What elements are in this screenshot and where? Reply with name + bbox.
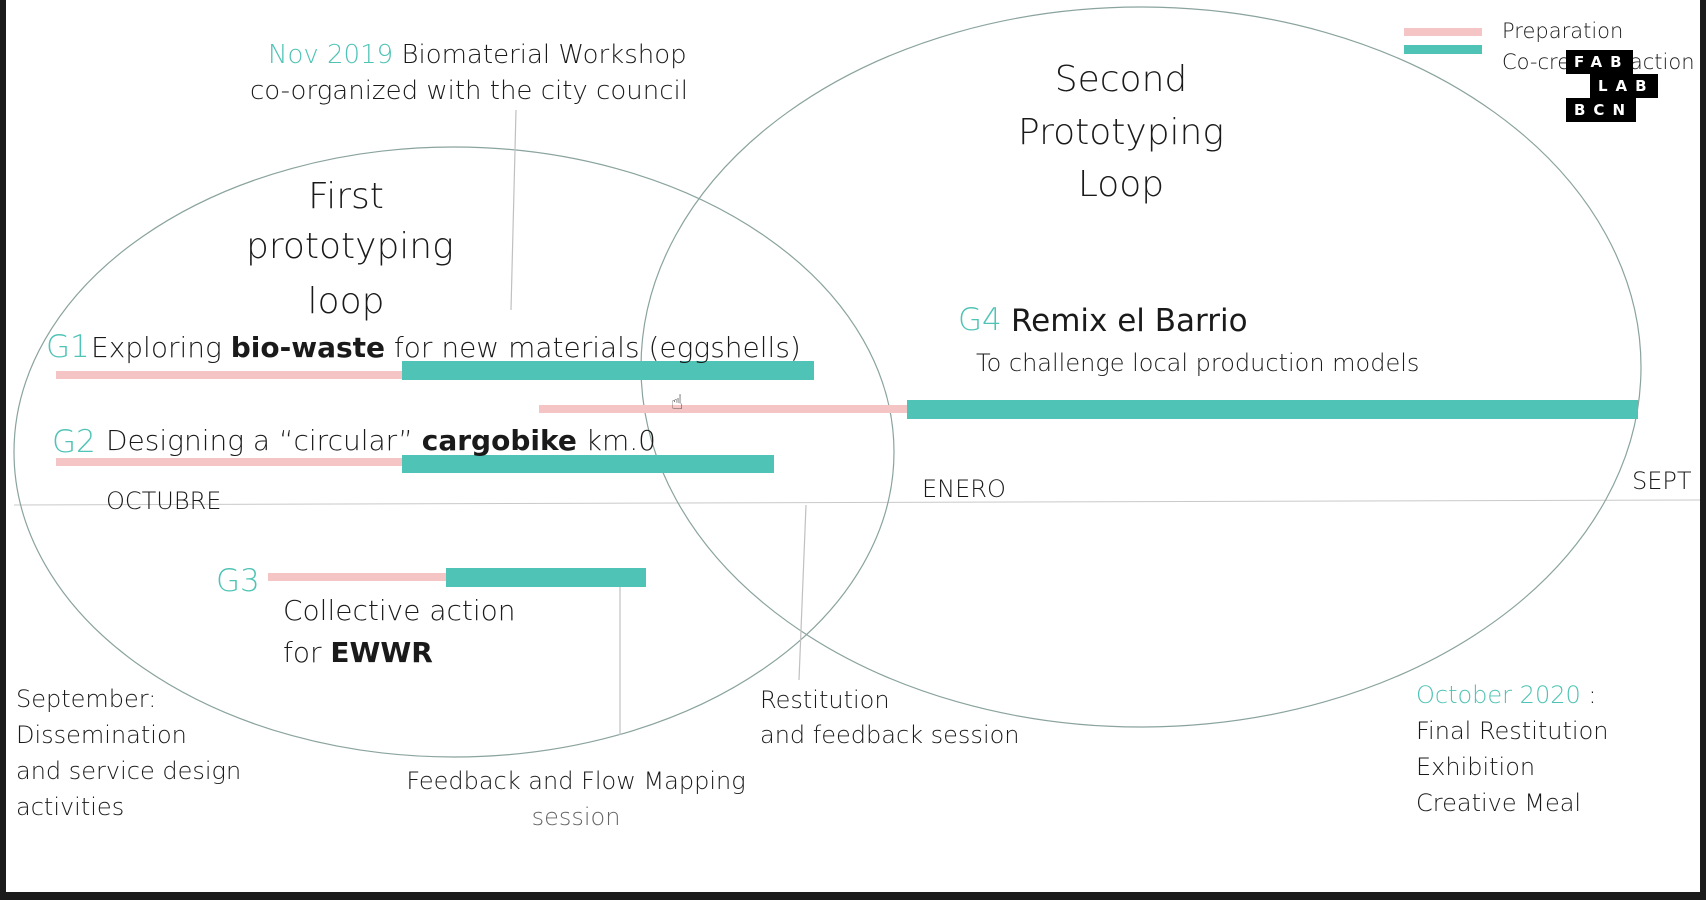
timeline-enero: ENERO [922,475,1006,503]
g2-label: G2 [52,424,96,460]
g1-description: Exploring bio-waste for new materials (e… [91,331,801,365]
first-loop-title-3: loop [307,281,385,322]
g1-cocreation-bar [402,361,814,380]
g1-preparation-bar [56,371,402,379]
g2-text-pre: Designing a “circular” [106,424,413,457]
october-heading: October 2020 : [1416,678,1597,712]
second-loop-title-1: Second [1054,59,1188,100]
september-line-4: activities [16,793,125,821]
september-line-3: and service design [16,757,242,785]
october-line-3: Creative Meal [1416,789,1582,817]
restitution-line-1: Restitution [760,686,890,714]
workshop-title: Biomaterial Workshop [401,40,687,70]
first-loop-title-1: First [308,176,384,217]
october-colon: : [1588,681,1597,709]
october-line-1: Final Restitution [1416,717,1609,745]
restitution-line-2: and feedback session [760,721,1020,749]
september-line-2: Dissemination [16,721,187,749]
diagram-svg [13,6,1700,758]
g1-text-post: for new materials (eggshells) [393,331,801,364]
workshop-leader-line [510,109,517,311]
logo-line-1: FAB [1566,50,1633,74]
g3-line-1: Collective action [283,594,516,627]
timeline-axis [13,499,1700,506]
g4-label: G4 [958,302,1002,338]
logo-line-2: LAB [1590,74,1658,98]
legend-preparation-bar [1404,28,1482,36]
g2-text-post: km.0 [585,424,656,457]
g4-cocreation-bar [907,400,1638,419]
restitution-leader-line [798,504,807,681]
g4-subtitle: To challenge local production models [976,349,1420,377]
first-loop-title-2: prototyping [246,226,454,267]
g1-label: G1 [46,329,90,365]
g1-text-bold: bio-waste [230,331,386,364]
workshop-date: Nov 2019 [268,40,394,70]
g2-text-bold: cargobike [421,424,577,457]
g2-preparation-bar [56,458,402,466]
slide-canvas: Preparation Co-creation action FAB LAB B… [6,0,1700,892]
g4-title: Remix el Barrio [1011,303,1248,339]
feedback-flow-line-2: session [531,803,621,831]
g2-description: Designing a “circular” cargobike km.0 [106,424,656,458]
g3-preparation-bar [268,573,448,581]
fablab-bcn-logo: FAB LAB BCN [1566,50,1662,122]
g3-text-pre: for [283,636,322,669]
g3-label: G3 [216,563,260,599]
g4-preparation-bar [539,405,909,413]
g3-text-bold: EWWR [330,636,433,669]
first-loop-ellipse [13,146,895,758]
g3-line-2: for EWWR [283,636,433,670]
september-line-1: September: [16,685,157,713]
legend-cocreation-bar [1404,45,1482,54]
timeline-sept: SEPT [1632,467,1692,495]
workshop-line-1: Nov 2019 Biomaterial Workshop [268,38,687,72]
second-loop-title-2: Prototyping [1018,112,1224,153]
second-loop-title-3: Loop [1077,164,1165,205]
october-date: October 2020 [1416,681,1581,709]
workshop-line-2: co-organized with the city council [250,76,688,106]
g2-cocreation-bar [402,455,774,473]
g1-text-pre: Exploring [91,331,222,364]
hand-cursor-icon: ☝ [671,390,684,414]
g3-cocreation-bar [446,568,646,587]
timeline-octubre: OCTUBRE [106,487,222,515]
legend-preparation-label: Preparation [1502,19,1624,43]
october-line-2: Exhibition [1416,753,1536,781]
feedback-flow-line-1: Feedback and Flow Mapping [406,767,746,795]
logo-line-3: BCN [1566,98,1636,122]
